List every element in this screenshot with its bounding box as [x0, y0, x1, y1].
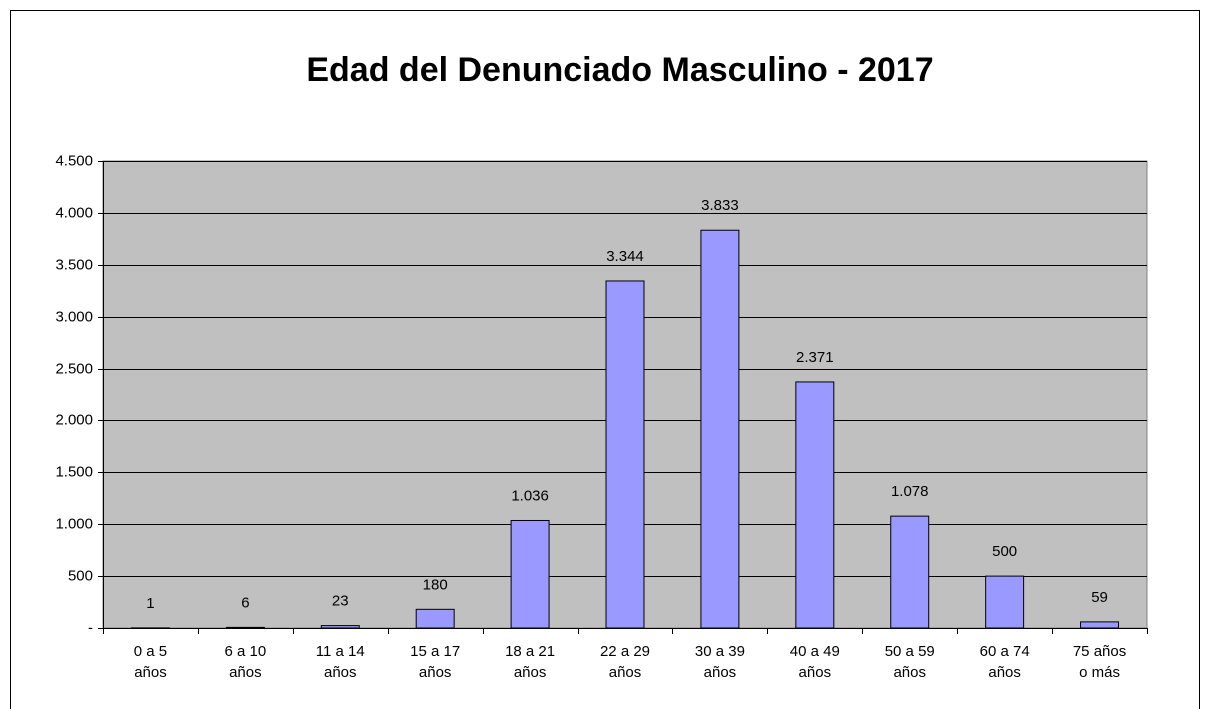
x-tick-label: 18 a 21	[505, 643, 555, 660]
x-tick-label: 15 a 17	[410, 643, 460, 660]
value-label: 180	[423, 576, 448, 593]
value-label: 23	[332, 593, 349, 610]
bar	[700, 229, 740, 629]
bar	[510, 519, 550, 629]
value-label: 59	[1091, 589, 1108, 606]
y-tick-label: 3.000	[55, 308, 93, 325]
x-tick-label: 22 a 29	[600, 643, 650, 660]
x-tick-label: años	[704, 664, 737, 681]
value-label: 1.078	[891, 483, 929, 500]
chart-title: Edad del Denunciado Masculino - 2017	[306, 51, 933, 89]
x-tick-label: años	[893, 664, 926, 681]
x-tick-label: 0 a 5	[134, 643, 167, 660]
y-tick-label: 2.000	[55, 411, 93, 428]
bar	[225, 626, 265, 629]
x-tick-label: 40 a 49	[790, 643, 840, 660]
x-tick-label: 60 a 74	[980, 643, 1030, 660]
y-tick-label: 4.500	[55, 152, 93, 169]
y-tick-label: 2.500	[55, 360, 93, 377]
bar	[890, 515, 930, 629]
bar	[985, 575, 1025, 629]
x-tick-label: 30 a 39	[695, 643, 745, 660]
x-tick-label: años	[799, 664, 832, 681]
value-label: 1.036	[511, 487, 549, 504]
y-tick-label: 4.000	[55, 204, 93, 221]
y-tick-label: 3.500	[55, 256, 93, 273]
x-tick-label: años	[988, 664, 1021, 681]
value-label: 3.344	[606, 248, 644, 265]
x-tick-label: años	[229, 664, 262, 681]
x-tick-label: años	[609, 664, 642, 681]
x-tick-label: años	[134, 664, 167, 681]
x-tick-label: 75 años	[1073, 643, 1126, 660]
x-tick-label: 6 a 10	[225, 643, 267, 660]
value-label: 500	[992, 543, 1017, 560]
bar	[415, 608, 455, 629]
value-label: 2.371	[796, 349, 834, 366]
value-label: 1	[146, 595, 154, 612]
bar	[320, 625, 360, 629]
x-tick-label: años	[419, 664, 452, 681]
bar	[795, 381, 835, 629]
bar	[1080, 621, 1120, 629]
x-tick-label: años	[514, 664, 547, 681]
value-label: 6	[241, 594, 249, 611]
bar	[605, 280, 645, 629]
y-tick-label: 1.000	[55, 515, 93, 532]
x-tick-label: o más	[1079, 664, 1120, 681]
y-tick-label: 500	[68, 567, 93, 584]
x-tick-label: 11 a 14	[316, 643, 365, 660]
x-tick-label: 50 a 59	[885, 643, 935, 660]
value-label: 3.833	[701, 197, 739, 214]
y-tick-label: -	[88, 619, 93, 636]
x-tick-label: años	[324, 664, 357, 681]
y-tick-label: 1.500	[55, 463, 93, 480]
